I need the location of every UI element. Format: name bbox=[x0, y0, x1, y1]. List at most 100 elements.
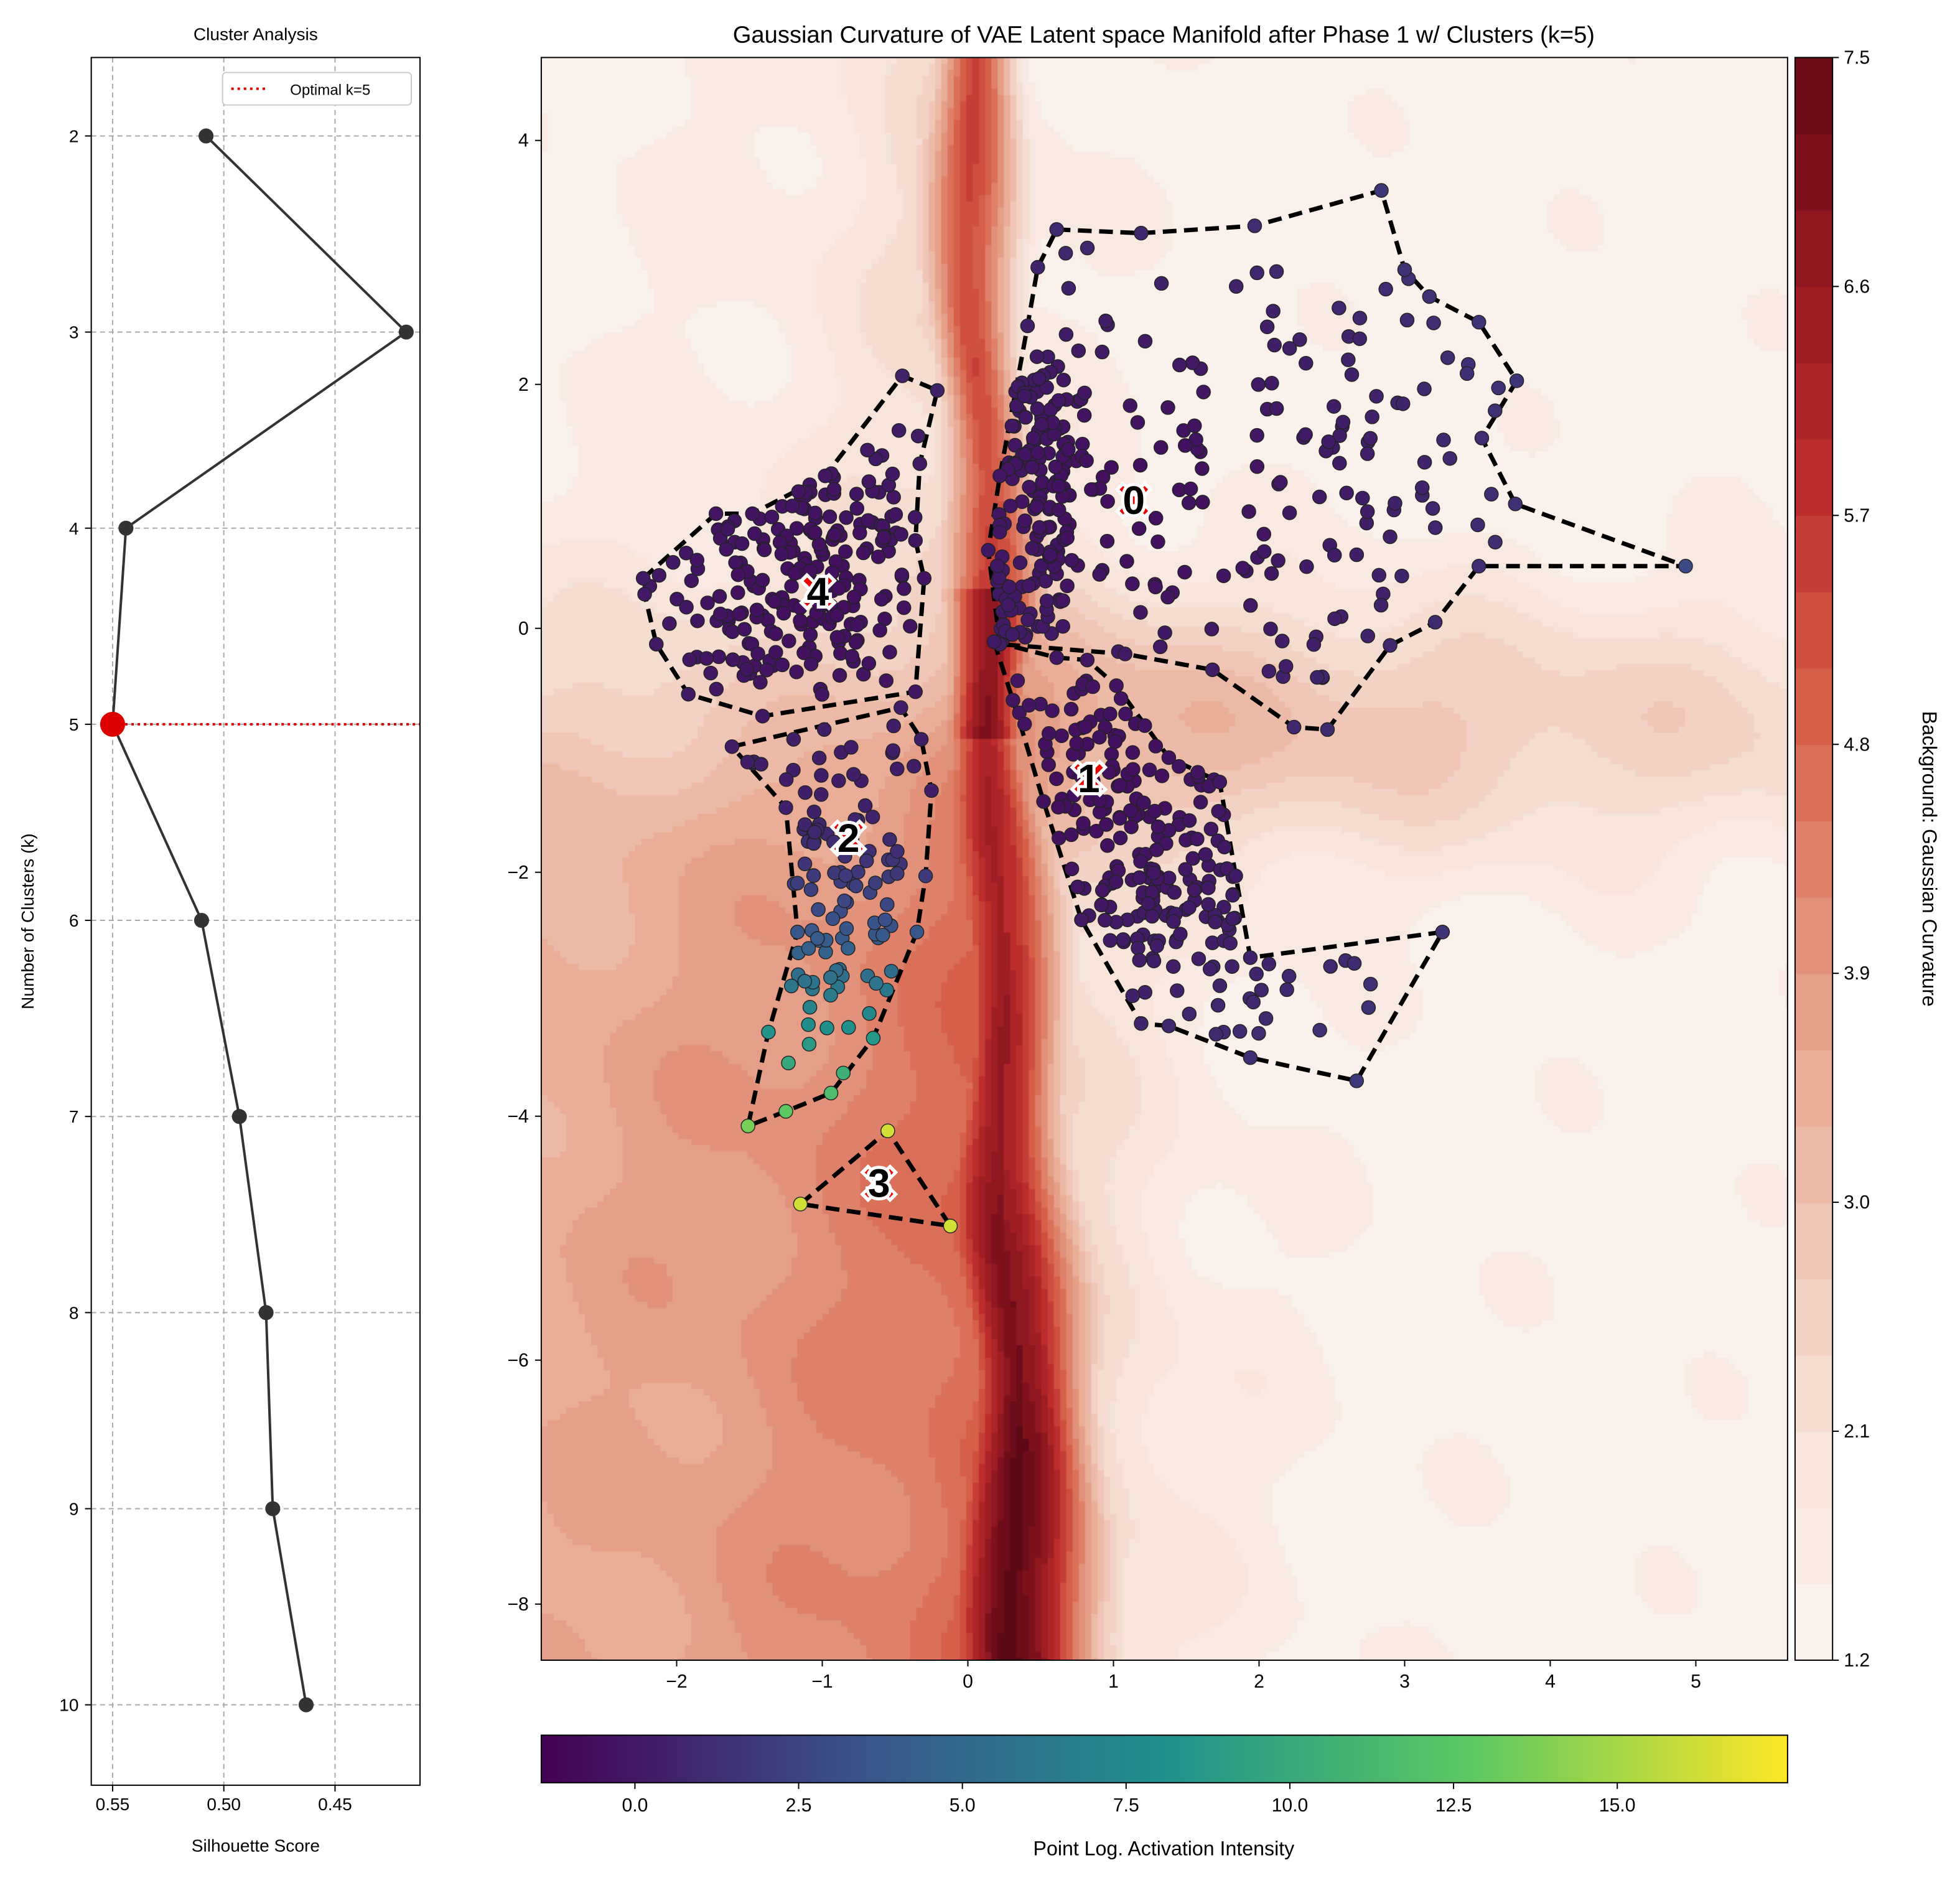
curvature-colorbar-band bbox=[1794, 1049, 1833, 1127]
data-point bbox=[1103, 706, 1118, 722]
data-point bbox=[1211, 803, 1226, 819]
data-point bbox=[1225, 911, 1241, 927]
data-point bbox=[846, 767, 861, 782]
data-point bbox=[801, 941, 816, 956]
data-point bbox=[1074, 912, 1089, 927]
data-point bbox=[1123, 803, 1138, 818]
data-point bbox=[838, 544, 853, 559]
data-point bbox=[1132, 953, 1147, 968]
data-point bbox=[790, 925, 805, 940]
silhouette-point bbox=[231, 1109, 247, 1124]
data-point bbox=[1137, 334, 1153, 349]
data-point bbox=[1181, 495, 1197, 510]
data-point bbox=[1399, 312, 1415, 328]
data-point bbox=[1472, 559, 1486, 574]
data-point bbox=[1217, 839, 1232, 854]
x-tick-label: 4 bbox=[1545, 1671, 1556, 1692]
data-point bbox=[1414, 480, 1430, 495]
silhouette-point bbox=[194, 913, 210, 928]
data-point bbox=[1183, 481, 1198, 497]
data-point bbox=[859, 853, 874, 869]
data-point bbox=[1247, 218, 1262, 233]
data-point bbox=[1124, 820, 1139, 834]
data-point bbox=[689, 553, 705, 568]
data-point bbox=[711, 649, 726, 665]
data-point bbox=[1109, 678, 1124, 693]
data-point bbox=[1100, 838, 1115, 853]
data-point bbox=[890, 866, 905, 881]
data-point bbox=[1182, 813, 1197, 828]
data-point bbox=[823, 988, 838, 1003]
data-point bbox=[1203, 821, 1219, 836]
data-point bbox=[1261, 663, 1277, 679]
data-point bbox=[986, 634, 1002, 650]
data-point bbox=[782, 633, 796, 648]
data-point bbox=[829, 630, 845, 645]
cluster-hull-0 bbox=[986, 187, 1687, 732]
data-point bbox=[890, 844, 905, 859]
data-point bbox=[1022, 698, 1037, 713]
left-ylabel: Number of Clusters (k) bbox=[18, 833, 37, 1009]
data-point bbox=[1195, 461, 1210, 476]
data-point bbox=[839, 921, 854, 936]
curvature-colorbar-tick-label: 7.5 bbox=[1844, 47, 1870, 68]
y-tick-label: 4 bbox=[518, 131, 529, 151]
data-point bbox=[1246, 994, 1261, 1010]
data-point bbox=[1153, 440, 1169, 455]
data-point bbox=[1001, 597, 1015, 612]
data-point bbox=[1030, 445, 1045, 460]
data-point bbox=[1160, 400, 1175, 415]
data-point bbox=[1131, 940, 1146, 956]
data-point bbox=[1077, 385, 1092, 401]
data-point bbox=[1225, 887, 1240, 903]
curvature-colorbar-band bbox=[1794, 1278, 1833, 1356]
data-point bbox=[1060, 578, 1075, 594]
data-point bbox=[1032, 520, 1047, 535]
data-point bbox=[1254, 983, 1269, 998]
data-point bbox=[1205, 662, 1220, 678]
data-point bbox=[1051, 800, 1066, 815]
data-point bbox=[823, 970, 838, 985]
data-point bbox=[1043, 548, 1058, 563]
data-point bbox=[712, 589, 727, 604]
data-point bbox=[1256, 526, 1272, 542]
data-point bbox=[1470, 517, 1485, 533]
data-point bbox=[789, 665, 804, 680]
data-point bbox=[879, 983, 894, 998]
data-point bbox=[1099, 533, 1115, 549]
data-point bbox=[793, 1197, 808, 1212]
data-point bbox=[992, 525, 1007, 540]
data-point bbox=[1041, 757, 1056, 772]
data-point bbox=[708, 506, 724, 521]
data-point bbox=[869, 976, 884, 991]
data-point bbox=[1178, 862, 1193, 877]
data-point bbox=[1022, 480, 1037, 495]
data-point bbox=[814, 768, 829, 783]
data-point bbox=[797, 856, 813, 872]
data-point bbox=[1165, 959, 1181, 974]
x-tick-label: 5 bbox=[1691, 1671, 1701, 1692]
data-point bbox=[754, 757, 768, 772]
data-point bbox=[1150, 819, 1166, 834]
silhouette-point bbox=[398, 324, 414, 340]
data-point bbox=[755, 709, 770, 724]
data-point bbox=[1249, 428, 1264, 443]
data-point bbox=[861, 513, 875, 528]
data-point bbox=[1360, 504, 1375, 519]
curvature-colorbar-tick-label: 6.6 bbox=[1844, 276, 1870, 297]
curvature-colorbar-band bbox=[1794, 1431, 1833, 1508]
data-point bbox=[1112, 811, 1127, 826]
main-title: Gaussian Curvature of VAE Latent space M… bbox=[733, 21, 1595, 48]
data-point bbox=[861, 656, 877, 671]
data-point bbox=[886, 490, 901, 505]
data-point bbox=[755, 572, 770, 588]
data-point bbox=[803, 627, 818, 642]
centroid-marker bbox=[803, 577, 833, 606]
silhouette-point bbox=[298, 1697, 314, 1712]
curvature-colorbar-band bbox=[1794, 515, 1833, 592]
data-point bbox=[1173, 927, 1188, 942]
data-point bbox=[827, 527, 842, 542]
data-point bbox=[896, 600, 912, 615]
legend-label: Optimal k=5 bbox=[290, 82, 370, 99]
data-point bbox=[1427, 615, 1443, 630]
